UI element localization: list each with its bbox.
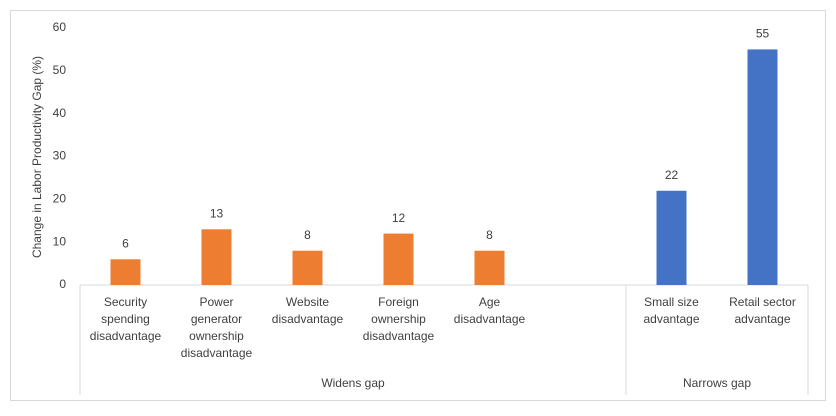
y-tick-label: 30 (53, 149, 67, 163)
bar (747, 49, 778, 285)
data-label: 6 (122, 236, 129, 250)
bar (292, 250, 323, 285)
y-tick-label: 60 (53, 20, 67, 34)
y-tick-label: 50 (53, 63, 67, 77)
x-tick-label: Website disadvantage (272, 295, 344, 326)
bar (656, 190, 687, 285)
data-label: 55 (756, 27, 770, 41)
x-tick-label: Foreign ownership disadvantage (363, 295, 435, 343)
y-tick-label: 20 (53, 192, 67, 206)
x-tick-label: Small size advantage (643, 295, 699, 326)
data-label: 12 (392, 211, 406, 225)
bar (110, 259, 141, 285)
x-tick-label: Age disadvantage (454, 295, 526, 326)
chart-border (10, 10, 826, 401)
data-label: 8 (304, 228, 311, 242)
x-tick-label: Power generator ownership disadvantage (181, 295, 253, 360)
data-label: 13 (210, 206, 224, 220)
x-tick-label: Retail sector advantage (729, 295, 796, 326)
bar (201, 229, 232, 285)
data-label: 22 (665, 168, 679, 182)
x-tick-label: Security spending disadvantage (90, 295, 162, 343)
y-tick-label: 0 (59, 277, 66, 291)
bar (383, 233, 414, 285)
bar (474, 250, 505, 285)
group-label: Narrows gap (683, 376, 751, 390)
y-tick-label: 10 (53, 234, 67, 248)
y-axis-label: Change in Labor Productivity Gap (%) (30, 56, 44, 258)
data-label: 8 (486, 228, 493, 242)
group-label: Widens gap (321, 376, 385, 390)
y-tick-label: 40 (53, 106, 67, 120)
